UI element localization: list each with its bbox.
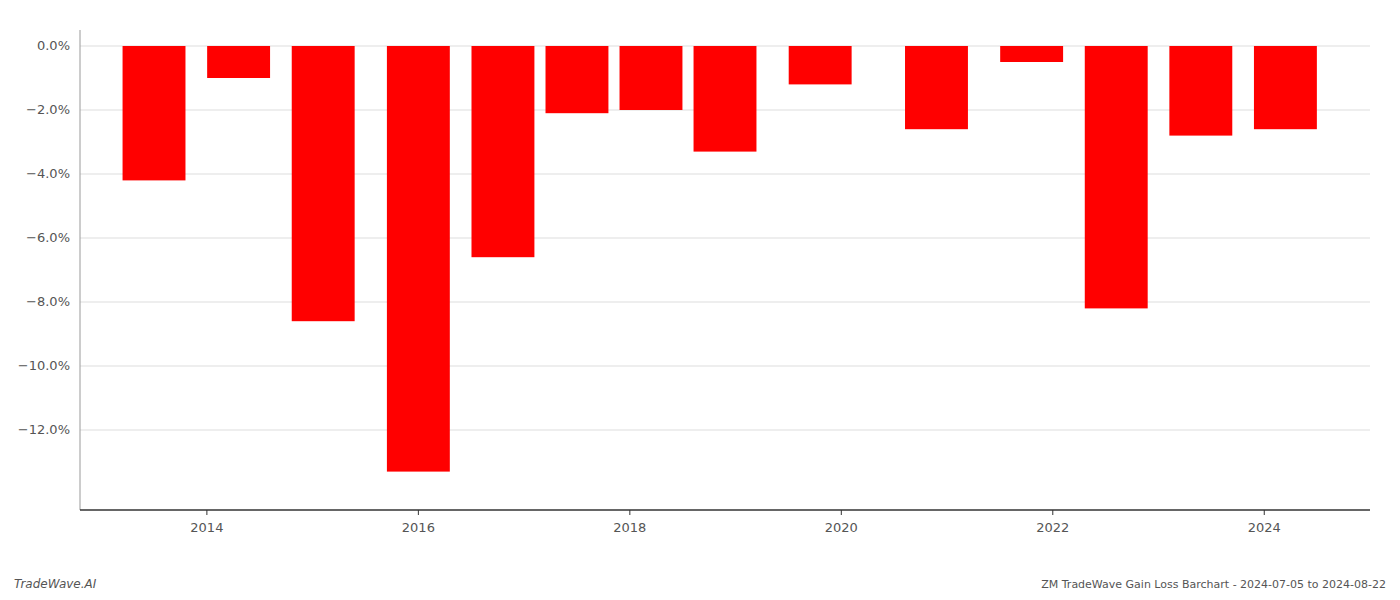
x-tick [841, 510, 842, 515]
footer-right: ZM TradeWave Gain Loss Barchart - 2024-0… [1041, 578, 1386, 591]
footer-left: TradeWave.AI [14, 577, 97, 591]
y-tick-label: −6.0% [26, 230, 70, 245]
x-tick [629, 510, 630, 515]
chart: 0.0% −2.0% −4.0% −6.0% −8.0% −10.0% −12.0% 2014… [0, 0, 1400, 600]
footer: TradeWave.AI ZM TradeWave Gain Loss Barch… [14, 577, 1386, 591]
x-tick [1264, 510, 1265, 515]
grid [80, 46, 1370, 430]
bar [292, 46, 355, 321]
y-tick-label: −12.0% [18, 422, 70, 437]
bar [207, 46, 270, 78]
bar [789, 46, 852, 84]
grid-line [80, 238, 1370, 239]
bar [1254, 46, 1317, 129]
grid-line [80, 302, 1370, 303]
x-tick-label: 2022 [1036, 520, 1069, 535]
bars [123, 46, 1317, 472]
x-axis-line [80, 509, 1370, 511]
x-tick-label: 2020 [825, 520, 858, 535]
x-tick-label: 2024 [1248, 520, 1281, 535]
y-tick-label: −10.0% [18, 358, 70, 373]
bar [905, 46, 968, 129]
y-tick-label: −2.0% [26, 102, 70, 117]
bar [620, 46, 683, 110]
x-tick-label: 2016 [402, 520, 435, 535]
y-axis-line [80, 30, 81, 510]
bar [1169, 46, 1232, 136]
bar [1000, 46, 1063, 62]
y-tick-label: −4.0% [26, 166, 70, 181]
grid-line [80, 366, 1370, 367]
grid-line [80, 174, 1370, 175]
bar [694, 46, 757, 152]
x-tick [206, 510, 207, 515]
bar [387, 46, 450, 472]
grid-line [80, 430, 1370, 431]
x-tick-label: 2018 [613, 520, 646, 535]
x-axis: 2014 2016 2018 2020 2022 2024 [80, 510, 1370, 535]
bar [546, 46, 609, 113]
x-tick [418, 510, 419, 515]
bar [123, 46, 186, 180]
y-tick-label: 0.0% [37, 38, 70, 53]
x-tick-label: 2014 [190, 520, 223, 535]
y-axis: 0.0% −2.0% −4.0% −6.0% −8.0% −10.0% −12.0% [18, 30, 80, 510]
bar [471, 46, 534, 257]
y-tick-label: −8.0% [26, 294, 70, 309]
bar [1085, 46, 1148, 308]
x-tick [1052, 510, 1053, 515]
